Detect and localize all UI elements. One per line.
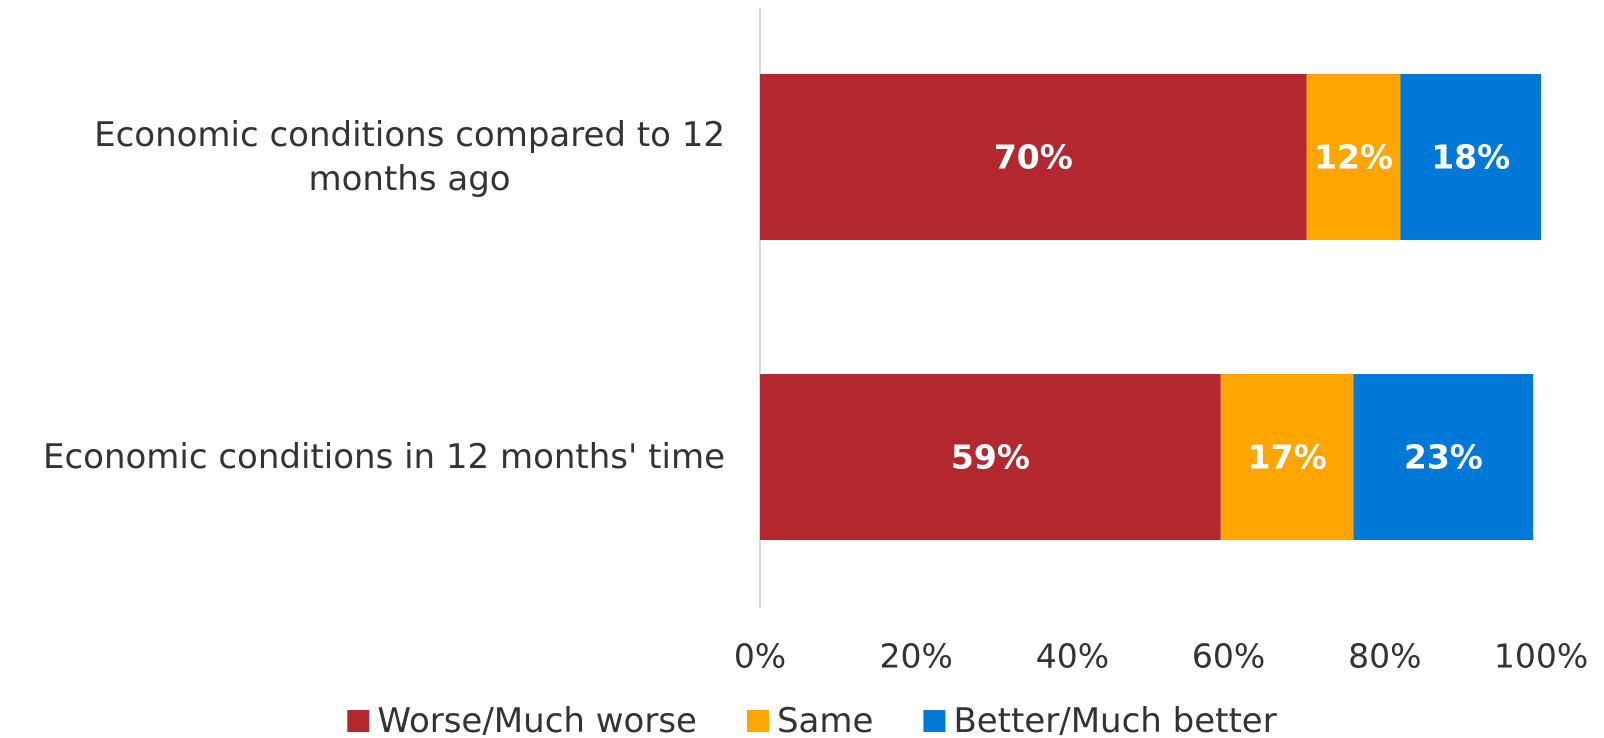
legend-swatch xyxy=(347,710,370,732)
x-tick-label: 80% xyxy=(1348,637,1421,676)
category-label: Economic conditions in 12 months' time xyxy=(43,437,725,477)
x-tick-label: 60% xyxy=(1192,637,1265,676)
legend: Worse/Much worse Same Better/Much better xyxy=(347,701,1277,738)
x-axis-ticks: 0% 20% 40% 60% 80% 100% xyxy=(734,637,1588,676)
legend-item: Better/Much better xyxy=(923,701,1277,738)
legend-label: Better/Much better xyxy=(953,701,1276,738)
bars-group xyxy=(760,74,1541,540)
category-labels: Economic conditions compared to 12months… xyxy=(43,115,725,477)
x-tick-label: 0% xyxy=(734,637,786,676)
legend-swatch xyxy=(746,710,769,732)
bar-data-label: 70% xyxy=(994,138,1073,177)
data-labels-group: 70% 12% 18% 59% 17% 23% xyxy=(951,138,1510,477)
x-tick-label: 20% xyxy=(880,637,953,676)
legend-item: Worse/Much worse xyxy=(347,701,697,738)
bar-segment xyxy=(1306,74,1401,240)
legend-label: Worse/Much worse xyxy=(377,701,697,738)
bar-segment xyxy=(1400,74,1541,240)
x-tick-label: 40% xyxy=(1036,637,1109,676)
category-label: months ago xyxy=(309,159,511,199)
bar-data-label: 12% xyxy=(1314,138,1393,177)
legend-label: Same xyxy=(777,701,873,738)
bar-segment xyxy=(760,374,1221,540)
x-tick-label: 100% xyxy=(1494,637,1588,676)
bar-segment xyxy=(1353,374,1534,540)
bar-data-label: 18% xyxy=(1431,138,1510,177)
bar-segment xyxy=(1220,374,1354,540)
category-label: Economic conditions compared to 12 xyxy=(94,115,725,155)
bar-segment xyxy=(760,74,1307,240)
bar-data-label: 23% xyxy=(1404,438,1483,477)
bar-data-label: 59% xyxy=(951,438,1030,477)
bar-data-label: 17% xyxy=(1248,438,1327,477)
legend-swatch xyxy=(923,710,946,732)
legend-item: Same xyxy=(746,701,873,738)
